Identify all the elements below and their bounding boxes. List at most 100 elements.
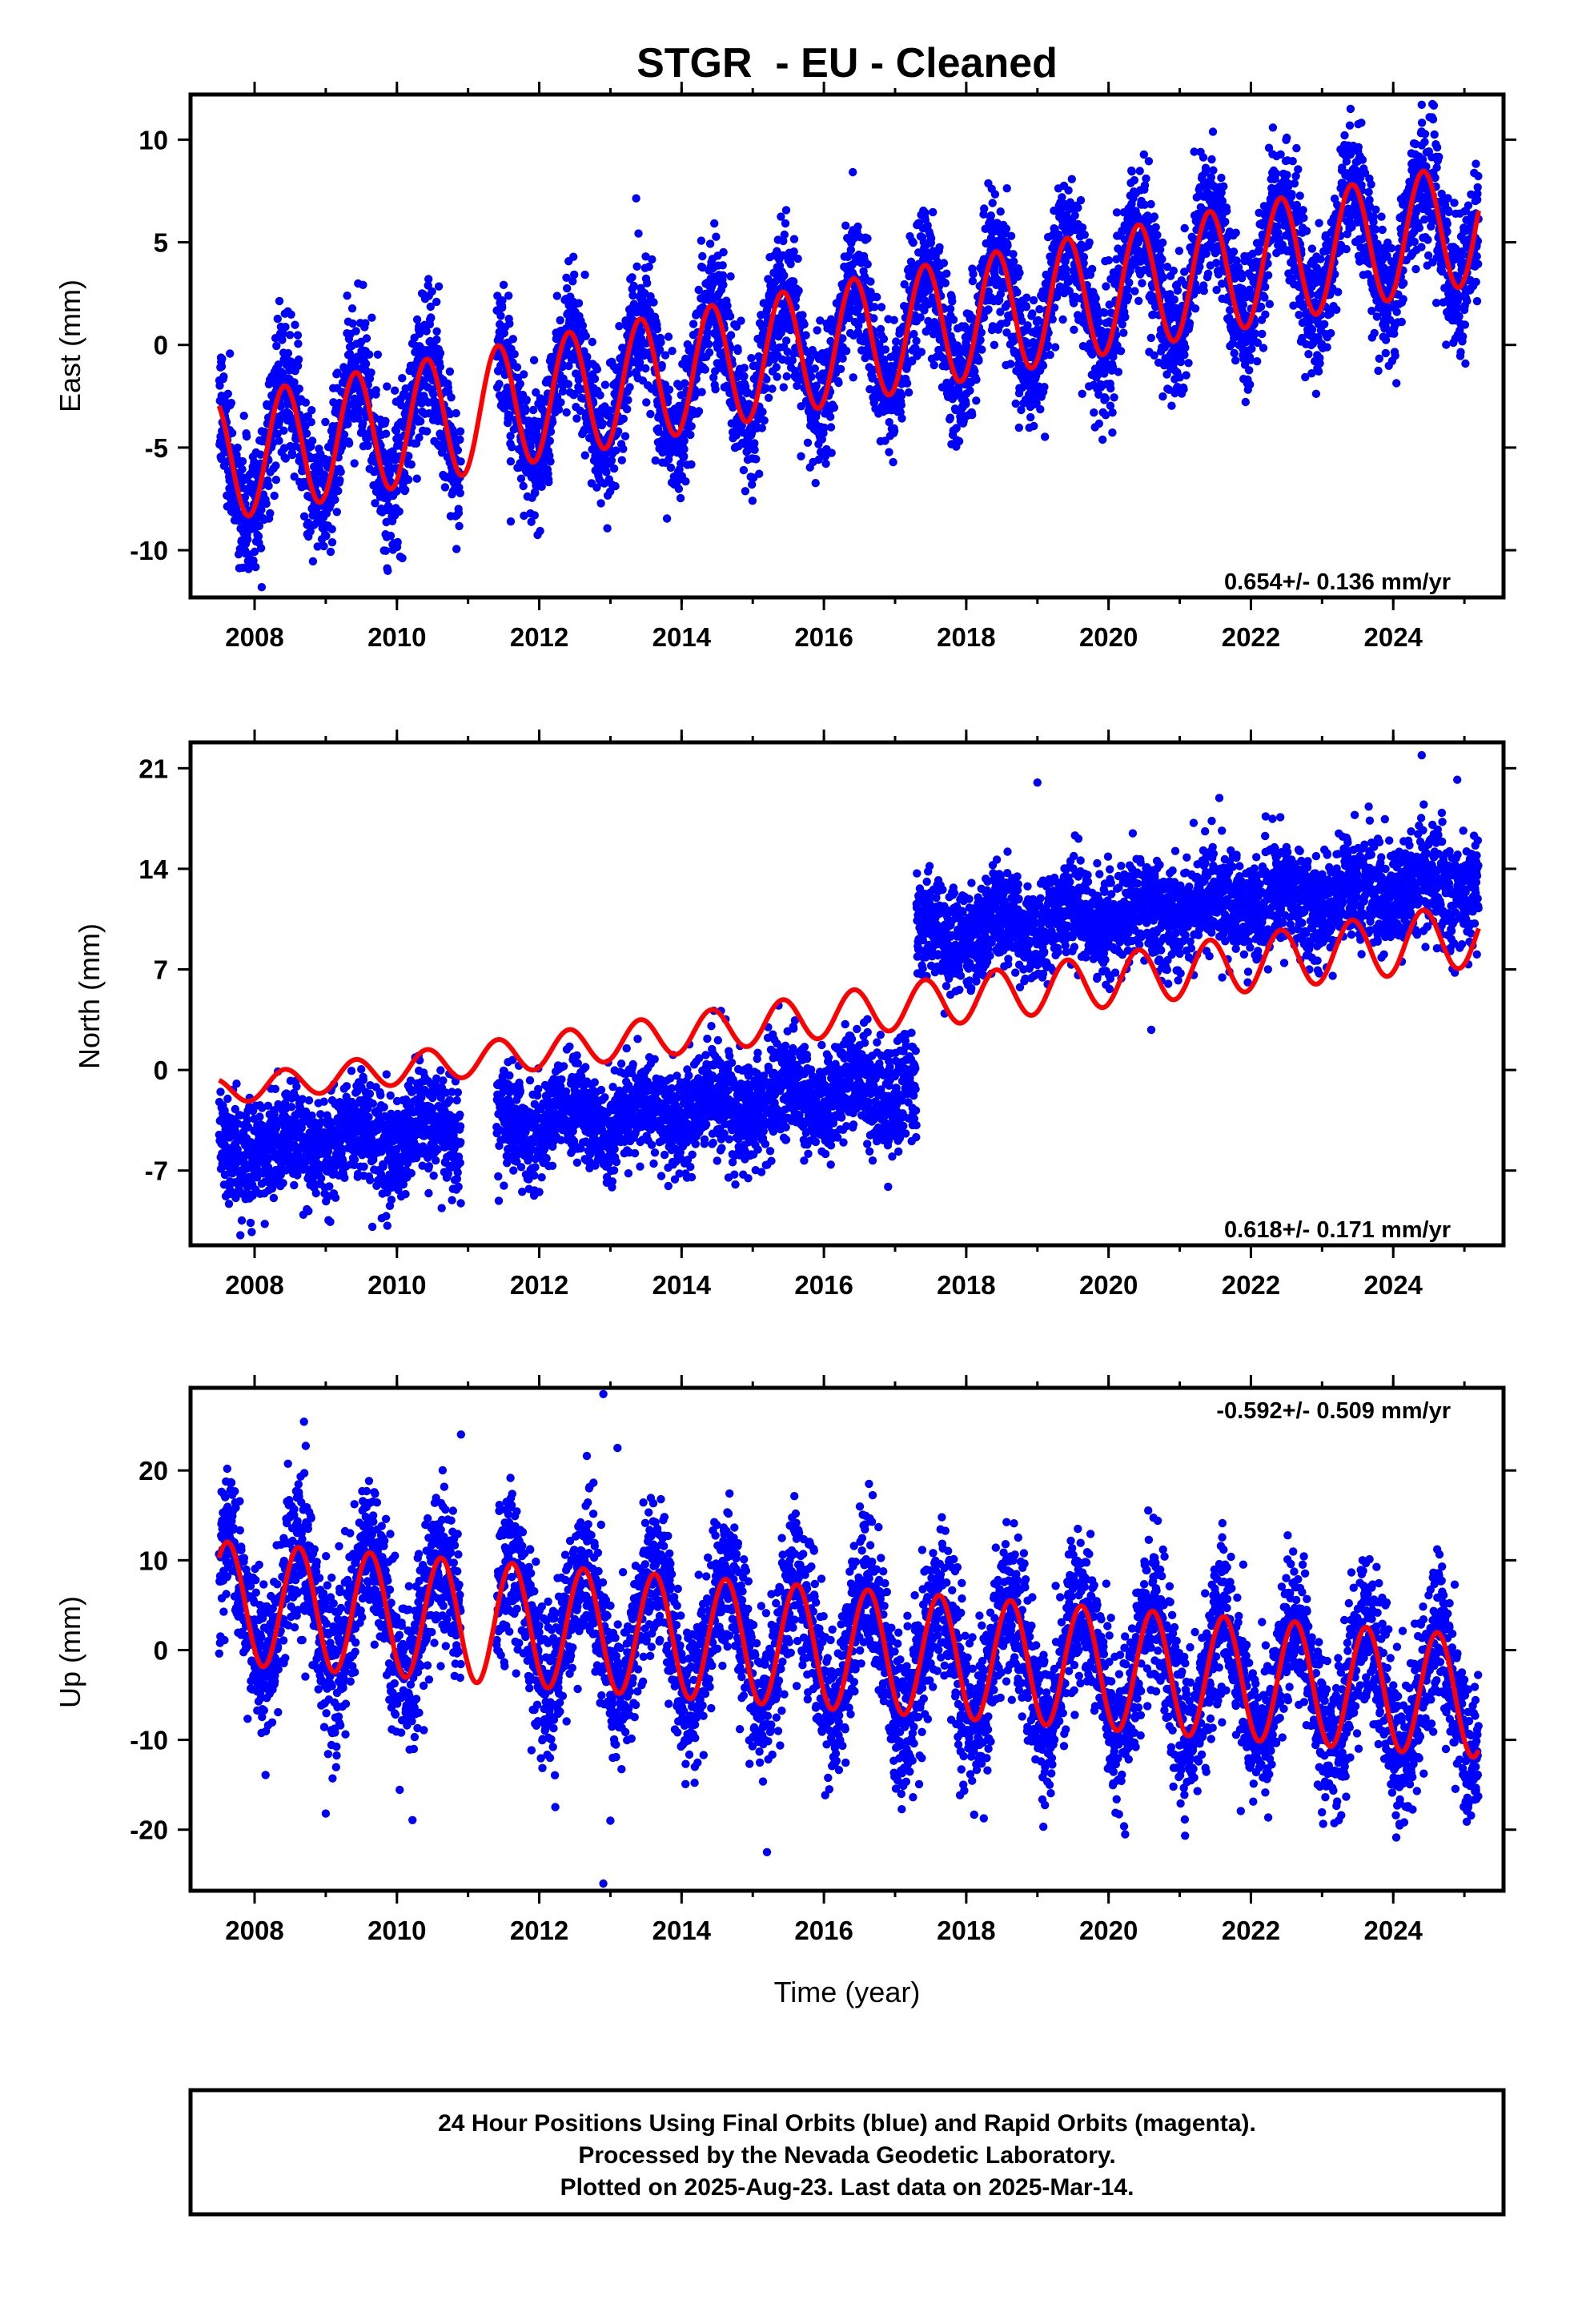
east-point <box>1139 150 1149 159</box>
east-point <box>445 367 455 376</box>
east-point <box>628 273 636 282</box>
east-point <box>299 512 309 521</box>
east-point <box>632 194 640 203</box>
east-point <box>505 320 514 328</box>
east-point <box>680 436 689 445</box>
east-point <box>332 508 341 517</box>
east-point <box>984 305 993 314</box>
east-point <box>881 345 890 354</box>
east-point <box>1015 268 1024 277</box>
east-point <box>454 509 464 517</box>
east-point <box>564 361 573 371</box>
east-point <box>1080 231 1090 239</box>
east-point <box>681 379 689 388</box>
east-point <box>826 412 835 421</box>
east-point <box>619 414 628 424</box>
east-point <box>619 444 628 453</box>
east-point <box>780 230 789 239</box>
east-point <box>390 386 400 395</box>
east-point <box>1146 333 1156 343</box>
east-point <box>440 483 450 492</box>
east-point <box>275 296 284 306</box>
east-point <box>544 477 553 487</box>
east-point <box>548 418 557 427</box>
east-point <box>287 450 297 460</box>
east-point <box>240 493 250 502</box>
east-point <box>415 433 424 442</box>
east-point <box>432 297 441 307</box>
east-point <box>359 280 367 289</box>
east-point <box>1151 223 1160 231</box>
east-point <box>572 414 581 423</box>
east-point <box>1231 356 1240 365</box>
east-point <box>719 280 728 289</box>
east-point <box>827 448 836 457</box>
east-point <box>564 380 573 388</box>
east-point <box>344 439 354 448</box>
east-point <box>347 304 357 313</box>
east-point <box>404 475 413 485</box>
east-point <box>1106 384 1115 393</box>
east-point <box>1135 167 1144 175</box>
east-point <box>455 521 464 531</box>
east-point <box>942 269 951 278</box>
east-point <box>666 463 676 472</box>
east-point <box>498 296 507 305</box>
east-point <box>798 311 807 320</box>
east-point <box>520 370 528 379</box>
east-point <box>641 364 650 373</box>
east-point <box>1134 296 1143 305</box>
east-point <box>954 436 964 446</box>
east-point <box>453 446 463 455</box>
east-point <box>498 304 507 312</box>
east-point <box>456 489 464 497</box>
east-point <box>657 360 666 370</box>
east-point <box>897 391 906 400</box>
east-point <box>1110 393 1118 402</box>
east-point <box>849 373 857 382</box>
east-point <box>1173 286 1182 295</box>
east-point <box>335 476 344 485</box>
east-point <box>1150 212 1159 221</box>
east-point <box>530 511 539 520</box>
east-point <box>424 281 432 290</box>
east-point <box>1241 397 1251 407</box>
east-point <box>1098 435 1107 444</box>
east-point <box>343 420 352 428</box>
east-point <box>772 363 781 372</box>
east-point <box>505 411 514 420</box>
east-point <box>251 562 260 572</box>
east-point <box>789 247 798 256</box>
east-point <box>428 287 436 296</box>
east-point <box>271 476 281 485</box>
east-point <box>1209 166 1218 175</box>
east-point <box>885 448 893 456</box>
east-point <box>863 234 872 243</box>
east-point <box>496 312 505 320</box>
east-point <box>432 335 441 344</box>
east-point <box>239 412 248 420</box>
east-point <box>1167 401 1176 410</box>
east-point <box>1040 383 1049 392</box>
east-point <box>227 428 237 437</box>
east-point <box>1181 344 1190 352</box>
east-point <box>416 416 425 426</box>
east-point <box>701 365 709 374</box>
east-point <box>726 272 735 281</box>
east-point <box>436 348 445 358</box>
east-point <box>800 320 809 329</box>
east-point <box>977 328 986 337</box>
east-point <box>276 402 285 411</box>
east-point <box>718 271 728 279</box>
east-point <box>306 527 315 536</box>
east-point <box>760 416 769 425</box>
east-point <box>889 316 899 324</box>
east-point <box>1125 278 1134 287</box>
east-point <box>968 410 977 420</box>
east-point <box>1207 155 1216 164</box>
east-point <box>1229 247 1239 256</box>
east-point <box>588 337 596 347</box>
east-point <box>912 336 921 345</box>
east-point <box>879 335 889 344</box>
east-point <box>363 441 372 450</box>
